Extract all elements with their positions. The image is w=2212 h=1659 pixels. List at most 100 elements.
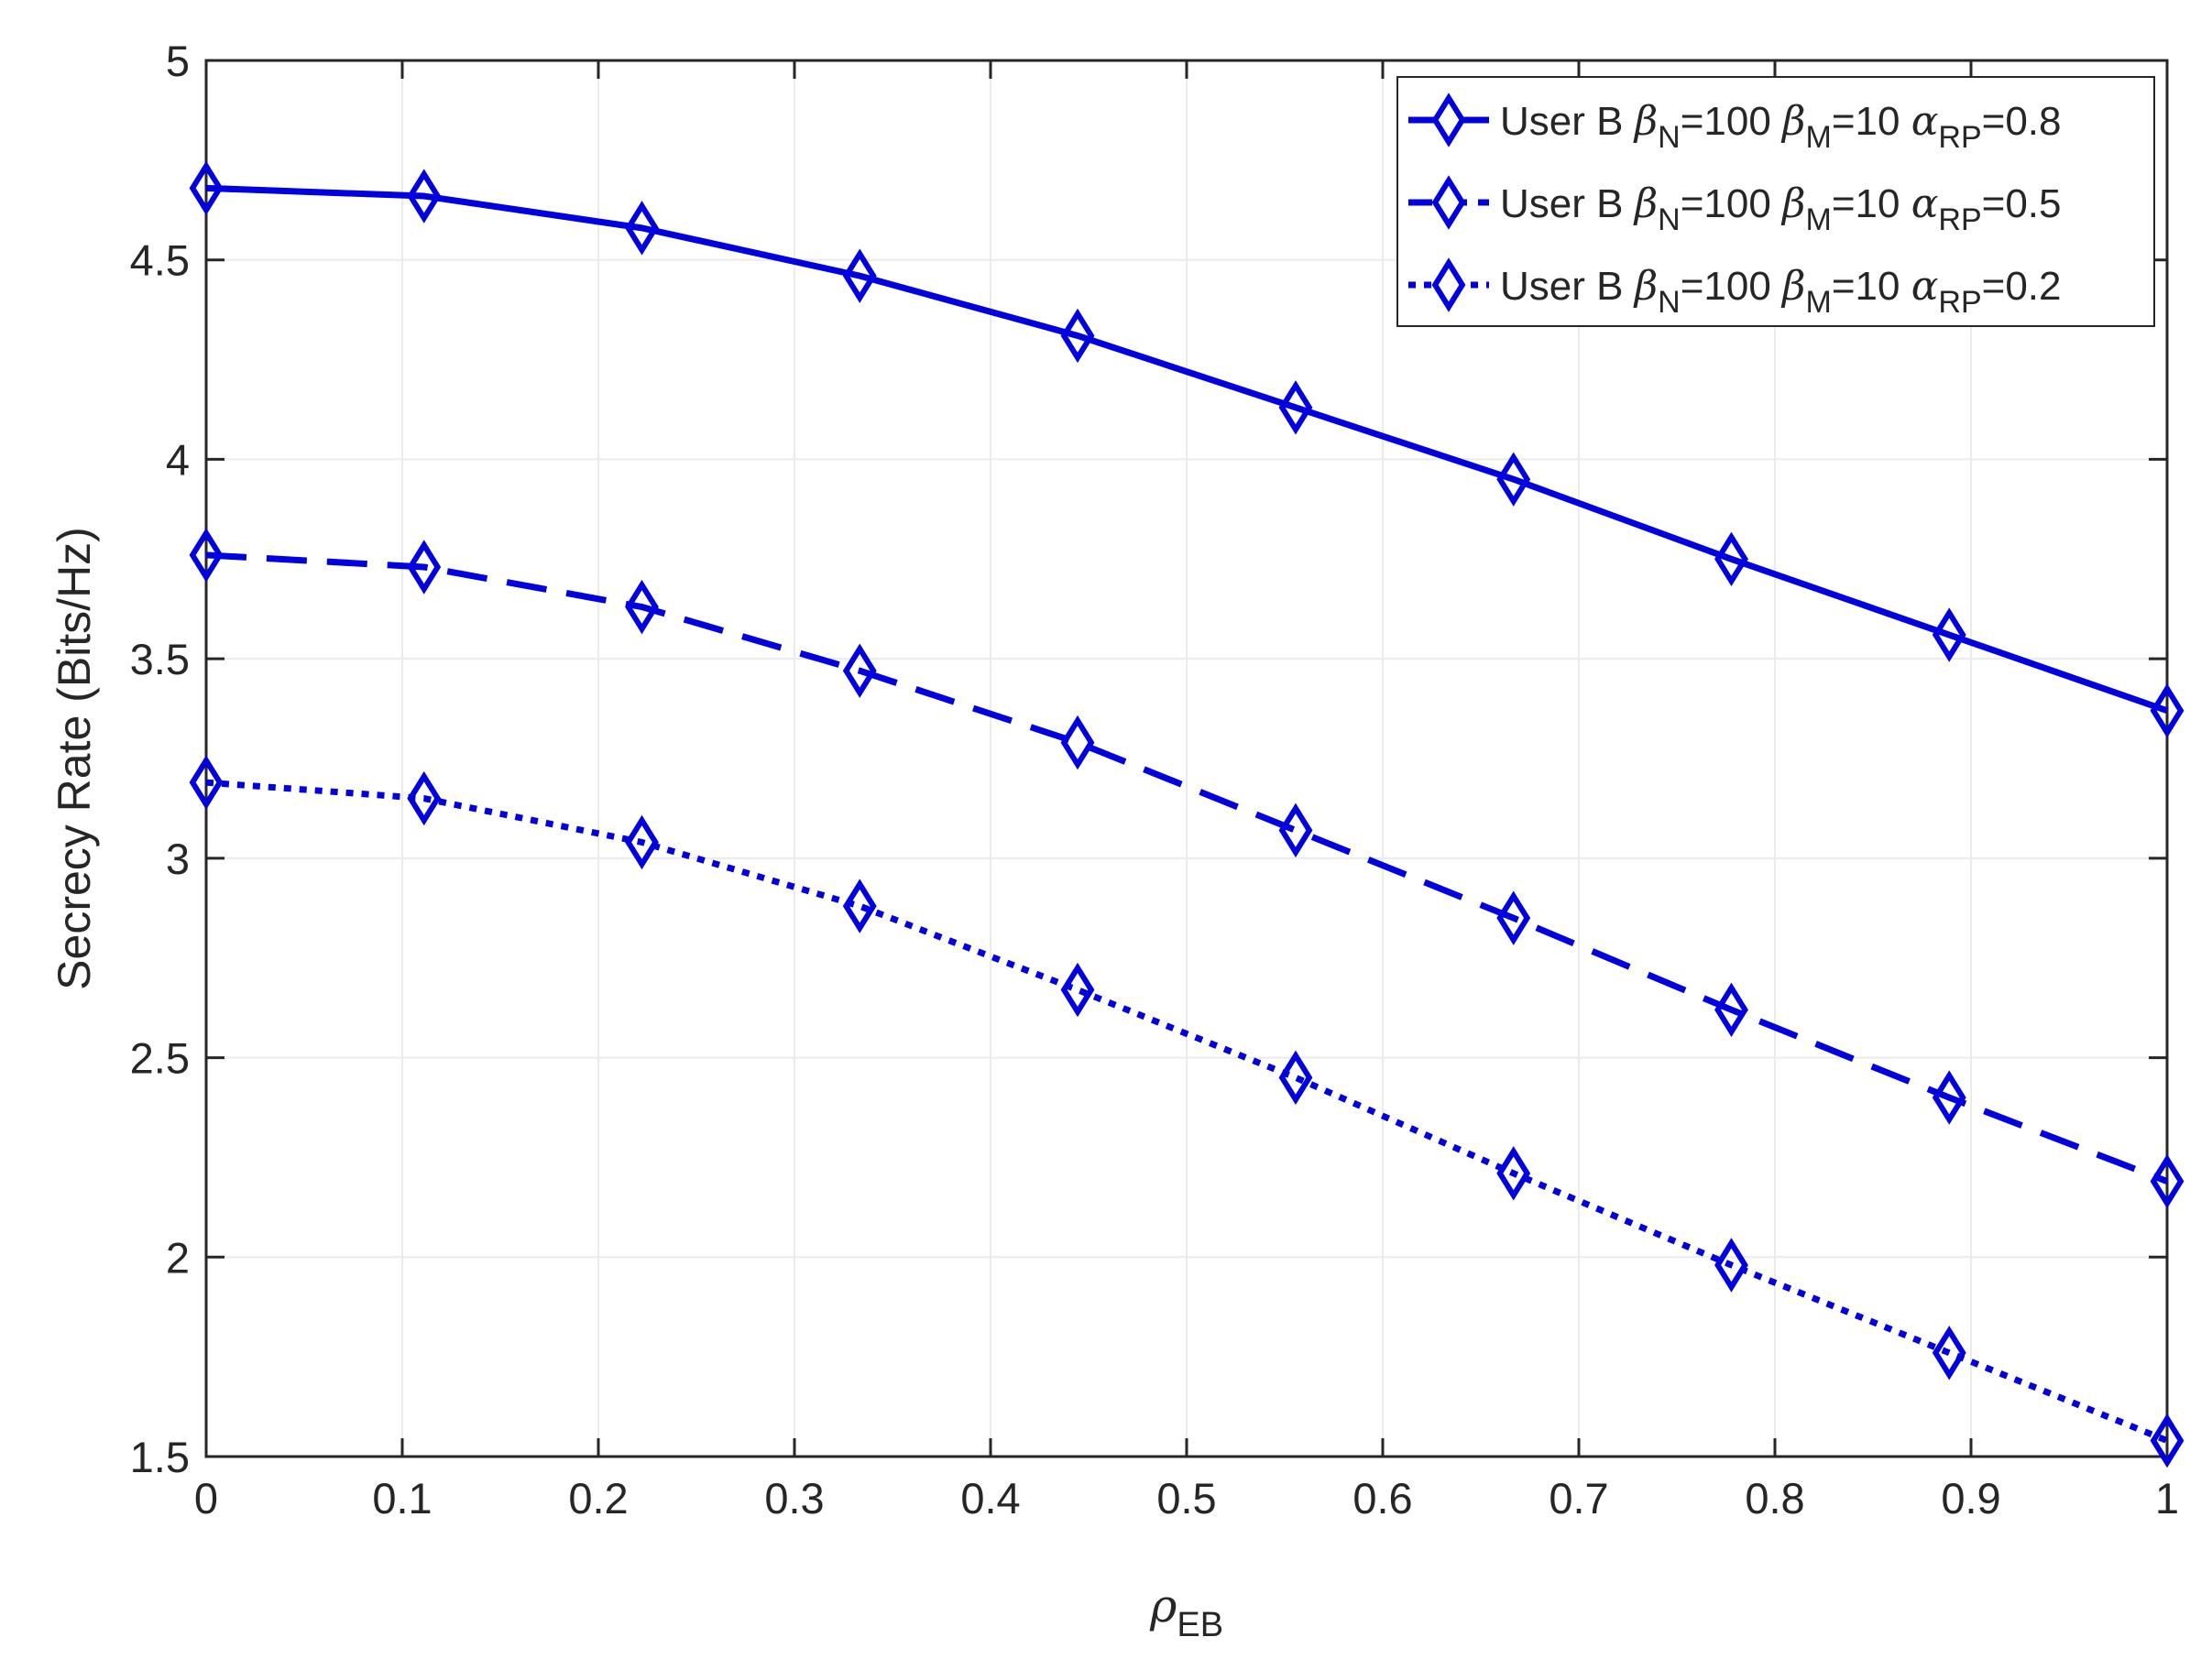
x-tick-label: 0.9 <box>1941 1474 2000 1523</box>
legend-beta-m-value: =10 <box>1832 181 1911 226</box>
legend-beta-n-symbol: β <box>1633 98 1658 145</box>
data-point-marker <box>2150 1413 2185 1468</box>
legend-prefix: User B <box>1500 99 1635 144</box>
legend-alpha-value: =0.5 <box>1982 181 2062 226</box>
legend-alpha-value: =0.2 <box>1982 264 2062 309</box>
x-axis-label-symbol: ρ <box>1149 1579 1177 1632</box>
series-line <box>205 551 2169 1184</box>
legend-alpha-subscript: RP <box>1938 285 1981 320</box>
legend-beta-n-subscript: N <box>1658 285 1681 320</box>
data-point-marker <box>842 879 877 933</box>
legend-label: User B βN=100 βM=10 αRP=0.5 <box>1500 180 2062 237</box>
y-tick-label: 3.5 <box>130 635 190 683</box>
axis-ticks: 0 0.1 0.2 0.3 0.4 0.5 0.6 0.7 0.8 0.9 1 1.5 2 2.5 3 3.5… <box>130 37 2179 1523</box>
series-line <box>205 184 2169 715</box>
legend-alpha-symbol: α <box>1911 263 1939 310</box>
y-tick-label: 2.5 <box>130 1034 190 1083</box>
data-point-marker <box>1496 452 1531 507</box>
legend-beta-n-symbol: β <box>1633 180 1658 227</box>
data-point-marker <box>1496 890 1531 945</box>
data-point-marker <box>189 755 224 810</box>
legend-alpha-subscript: RP <box>1938 120 1981 155</box>
legend-beta-m-value: =10 <box>1832 99 1911 144</box>
legend-alpha-symbol: α <box>1911 180 1939 227</box>
data-point-marker <box>1714 982 1748 1038</box>
legend-beta-m-value: =10 <box>1832 264 1911 309</box>
series-solid <box>189 160 2185 738</box>
x-axis-label-subscript: EB <box>1177 1606 1223 1644</box>
data-point-marker <box>1714 1238 1748 1293</box>
legend-beta-n-value: =100 <box>1681 99 1782 144</box>
legend-marker <box>1431 175 1466 230</box>
legend-label: User B βN=100 βM=10 αRP=0.8 <box>1500 98 2062 155</box>
legend-entry: User B βN=100 βM=10 αRP=0.2 <box>1408 257 2062 320</box>
x-tick-label: 0.4 <box>960 1474 1020 1523</box>
data-point-marker <box>625 579 659 635</box>
data-point-marker <box>407 540 442 595</box>
series-line <box>205 779 2169 1444</box>
legend-beta-m-subscript: M <box>1805 202 1831 237</box>
data-point-marker <box>2150 683 2185 738</box>
y-tick-label: 5 <box>166 37 190 85</box>
legend-beta-n-value: =100 <box>1681 264 1782 309</box>
x-tick-label: 0.2 <box>568 1474 628 1523</box>
y-tick-label: 2 <box>166 1233 190 1282</box>
y-tick-label: 4 <box>166 435 190 484</box>
data-point-marker <box>1932 607 1966 662</box>
x-tick-label: 1 <box>2155 1474 2179 1523</box>
data-point-marker <box>1278 380 1313 435</box>
data-point-marker <box>1714 531 1748 586</box>
legend-beta-m-subscript: M <box>1805 285 1831 320</box>
data-point-marker <box>1496 1146 1531 1201</box>
data-point-marker <box>1060 715 1095 770</box>
legend-beta-m-symbol: β <box>1780 180 1805 227</box>
legend-alpha-symbol: α <box>1911 98 1939 145</box>
legend-beta-n-subscript: N <box>1658 202 1681 237</box>
legend-marker <box>1431 257 1466 312</box>
data-point-marker <box>189 160 224 216</box>
legend-alpha-value: =0.8 <box>1982 99 2062 144</box>
series-dashed <box>189 528 2185 1209</box>
data-point-marker <box>189 528 224 583</box>
data-point-marker <box>842 248 877 303</box>
legend-label: User B βN=100 βM=10 αRP=0.2 <box>1500 263 2062 320</box>
legend-prefix: User B <box>1500 264 1635 309</box>
x-axis-label: ρEB <box>1149 1579 1223 1644</box>
data-point-marker <box>1932 1326 1966 1381</box>
x-tick-label: 0.8 <box>1745 1474 1804 1523</box>
legend-entry: User B βN=100 βM=10 αRP=0.5 <box>1408 175 2062 237</box>
data-point-marker <box>1278 802 1313 858</box>
data-point-marker <box>407 770 442 826</box>
data-point-marker <box>1060 962 1095 1018</box>
x-tick-label: 0 <box>194 1474 218 1523</box>
series-dotted <box>189 755 2185 1468</box>
x-tick-label: 0.6 <box>1352 1474 1412 1523</box>
x-tick-label: 0.3 <box>764 1474 824 1523</box>
legend-alpha-subscript: RP <box>1938 202 1981 237</box>
data-point-marker <box>1932 1070 1966 1125</box>
legend-marker <box>1431 93 1466 147</box>
legend-beta-m-subscript: M <box>1805 120 1831 155</box>
legend-beta-n-symbol: β <box>1633 263 1658 310</box>
series-layer <box>189 160 2185 1468</box>
x-tick-label: 0.1 <box>372 1474 432 1523</box>
y-tick-label: 3 <box>166 835 190 883</box>
data-point-marker <box>1278 1050 1313 1106</box>
legend-prefix: User B <box>1500 181 1635 226</box>
data-point-marker <box>1060 308 1095 364</box>
x-tick-label: 0.7 <box>1549 1474 1608 1523</box>
legend-beta-m-symbol: β <box>1780 263 1805 310</box>
data-point-marker <box>2150 1153 2185 1209</box>
data-point-marker <box>625 814 659 870</box>
legend-entry: User B βN=100 βM=10 αRP=0.8 <box>1408 93 2062 155</box>
legend-box <box>1396 76 2155 327</box>
data-point-marker <box>842 643 877 698</box>
y-tick-label: 4.5 <box>130 236 190 285</box>
y-tick-label: 1.5 <box>130 1433 190 1481</box>
legend-beta-n-subscript: N <box>1658 120 1681 155</box>
legend-beta-m-symbol: β <box>1780 98 1805 145</box>
legend-beta-n-value: =100 <box>1681 181 1782 226</box>
y-axis-label: Secrecy Rate (Bits/Hz) <box>49 527 100 990</box>
